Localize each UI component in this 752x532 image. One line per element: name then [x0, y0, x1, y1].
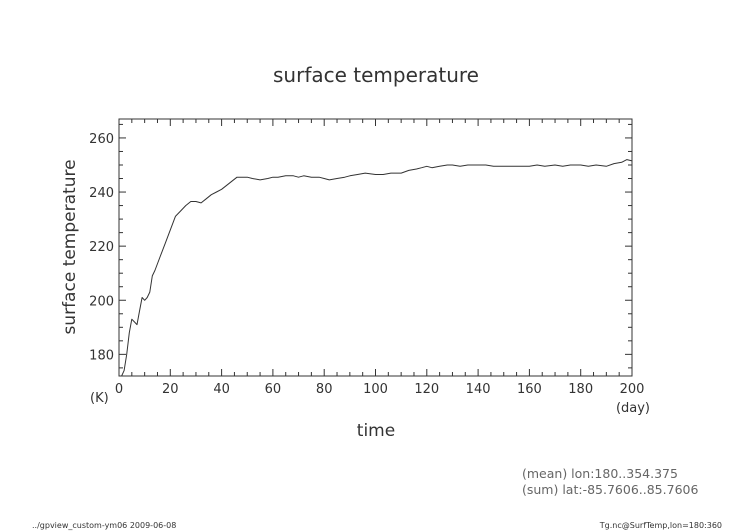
footer-right: Tg.nc@SurfTemp,lon=180:360 — [599, 521, 722, 530]
chart-title: surface temperature — [273, 63, 479, 87]
sum-note: (sum) lat:-85.7606..85.7606 — [522, 482, 698, 497]
y-ticks: 180 200 220 240 260 — [89, 123, 632, 369]
x-tick-label: 200 — [620, 382, 645, 397]
x-tick-label: 40 — [213, 382, 230, 397]
x-tick-label: 20 — [162, 382, 179, 397]
x-ticks: 0 20 40 60 80 100 120 140 160 180 200 — [115, 119, 645, 397]
x-tick-label: 0 — [115, 382, 123, 397]
footer-left: ../gpview_custom-ym06 2009-06-08 — [32, 521, 176, 530]
x-tick-label: 180 — [568, 382, 593, 397]
y-tick-label: 200 — [89, 294, 114, 309]
x-axis-label: time — [357, 421, 395, 441]
plot-frame — [118, 118, 633, 377]
x-tick-label: 140 — [466, 382, 491, 397]
x-tick-label: 80 — [316, 382, 333, 397]
series-line — [119, 159, 633, 377]
y-tick-label: 240 — [89, 186, 114, 201]
x-axis-unit: (day) — [616, 401, 650, 416]
y-axis-label: surface temperature — [60, 159, 80, 334]
plot-area — [119, 159, 633, 377]
y-tick-label: 180 — [89, 348, 114, 363]
x-tick-label: 120 — [414, 382, 439, 397]
y-tick-label: 220 — [89, 240, 114, 255]
axes — [118, 118, 633, 377]
y-tick-label: 260 — [89, 132, 114, 147]
x-tick-label: 60 — [265, 382, 282, 397]
x-tick-label: 160 — [517, 382, 542, 397]
mean-note: (mean) lon:180..354.375 — [522, 466, 678, 481]
y-axis-unit: (K) — [90, 391, 109, 406]
x-tick-label: 100 — [363, 382, 388, 397]
